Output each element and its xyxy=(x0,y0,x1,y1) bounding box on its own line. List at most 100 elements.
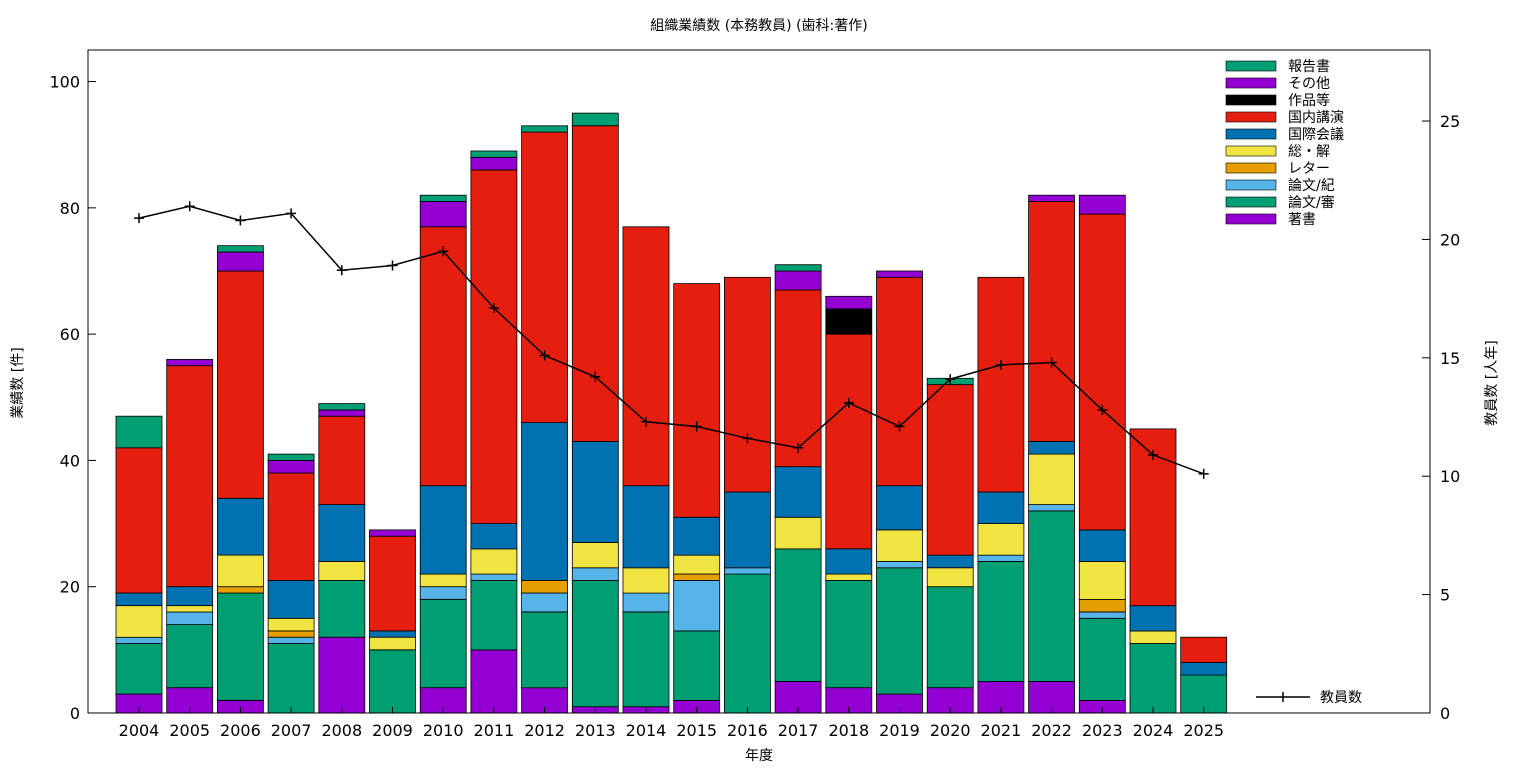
legend-swatch xyxy=(1225,196,1277,208)
bar-segment xyxy=(1078,561,1126,600)
bar-segment xyxy=(926,384,974,556)
x-axis-label: 年度 xyxy=(745,748,773,764)
bar-segment xyxy=(977,554,1025,562)
bar-segment xyxy=(470,573,518,581)
bar-segment xyxy=(571,441,619,543)
x-tick-label: 2019 xyxy=(879,721,920,740)
legend-label: その他 xyxy=(1288,76,1330,92)
line-point-marker xyxy=(793,442,804,453)
bar-segment xyxy=(216,251,264,272)
legend-swatch xyxy=(1225,213,1277,225)
bar-segment xyxy=(318,561,366,581)
bar-segment xyxy=(977,491,1025,525)
bar-segment xyxy=(267,643,315,714)
bar-segment xyxy=(1078,529,1126,562)
x-tick-label: 2007 xyxy=(271,721,312,740)
y2-tick-label: 25 xyxy=(1440,112,1460,131)
y-tick-label: 0 xyxy=(70,704,80,723)
bar-segment xyxy=(876,529,923,562)
bar-segment xyxy=(1129,643,1177,714)
bar-segment xyxy=(1028,453,1075,506)
bar-segment xyxy=(1028,201,1075,442)
bar-segment xyxy=(876,276,923,487)
legend-swatch xyxy=(1225,77,1277,89)
line-point-marker xyxy=(387,260,398,271)
bar-segment xyxy=(166,365,214,588)
x-tick-label: 2012 xyxy=(524,721,565,740)
bar-segment xyxy=(876,561,923,569)
y-tick-label: 20 xyxy=(60,578,80,597)
bar-segment xyxy=(825,580,873,689)
plot-frame xyxy=(87,49,1431,714)
bar-segment xyxy=(622,485,670,569)
bar-segment xyxy=(1129,605,1177,632)
x-tick-label: 2022 xyxy=(1031,721,1072,740)
legend-label: 論文/紀 xyxy=(1288,178,1335,194)
x-tick-label: 2023 xyxy=(1082,721,1123,740)
bar-segment xyxy=(318,580,366,638)
bar-segment xyxy=(166,586,214,607)
x-tick-label: 2004 xyxy=(119,721,160,740)
bar-segment xyxy=(267,472,315,581)
line-point-marker xyxy=(539,350,550,361)
bar-segment xyxy=(724,276,771,493)
bar-segment xyxy=(419,201,467,228)
bar-segment xyxy=(1180,674,1228,714)
bar-segment xyxy=(1078,213,1126,531)
bar-segment xyxy=(419,226,467,487)
bar-segment xyxy=(724,491,771,569)
chart-title: 組織業績数 (本務教員) (歯科:著作) xyxy=(650,18,867,34)
legend-label: 国内講演 xyxy=(1288,110,1344,126)
x-tick-label: 2016 xyxy=(727,721,768,740)
bar-segment xyxy=(267,617,315,632)
bar-segment xyxy=(1078,598,1126,613)
bar-segment xyxy=(216,497,264,556)
bar-segment xyxy=(673,516,721,556)
bar-segment xyxy=(724,567,771,575)
bar-segment xyxy=(115,447,163,594)
line-point-marker xyxy=(945,374,956,385)
line-series-teacher-count xyxy=(138,205,1204,475)
legend-label: 国際会議 xyxy=(1288,126,1344,143)
bar-segment xyxy=(825,308,873,335)
bar-segment xyxy=(166,611,214,626)
bar-segment xyxy=(1078,617,1126,701)
legend-swatch xyxy=(1225,111,1277,123)
bar-segment xyxy=(419,194,467,202)
bar-segment xyxy=(1180,636,1228,663)
bar-segment xyxy=(318,636,366,714)
bar-segment xyxy=(1129,630,1177,644)
line-point-marker xyxy=(1148,449,1158,460)
bar-segment xyxy=(267,453,315,461)
x-tick-label: 2014 xyxy=(626,721,667,740)
bar-segment xyxy=(318,403,366,411)
bar-segment xyxy=(673,573,721,581)
bar-segment xyxy=(166,605,214,613)
bar-segment xyxy=(571,580,619,708)
bar-segment xyxy=(216,245,264,253)
bar-segment xyxy=(1078,194,1126,215)
line-point-marker xyxy=(1097,404,1108,415)
bar-segment xyxy=(521,125,568,133)
bar-segment xyxy=(1028,441,1075,455)
bar-segment xyxy=(419,586,467,600)
line-point-marker xyxy=(590,371,601,382)
bar-segment xyxy=(470,150,518,158)
bar-segment xyxy=(774,289,822,468)
line-point-marker xyxy=(235,215,246,226)
line-point-marker xyxy=(488,303,499,314)
bar-segment xyxy=(774,270,822,291)
x-tick-label: 2021 xyxy=(981,721,1022,740)
bar-segment xyxy=(267,580,315,619)
bar-segment xyxy=(419,485,467,575)
bar-segment xyxy=(166,358,214,367)
line-point-marker xyxy=(894,421,905,432)
bar-segment xyxy=(470,580,518,651)
x-tick-label: 2024 xyxy=(1133,721,1174,740)
y-tick-label: 40 xyxy=(60,451,80,470)
y-tick-label: 80 xyxy=(60,199,80,218)
bar-segment xyxy=(521,131,568,424)
bar-segment xyxy=(419,598,467,689)
